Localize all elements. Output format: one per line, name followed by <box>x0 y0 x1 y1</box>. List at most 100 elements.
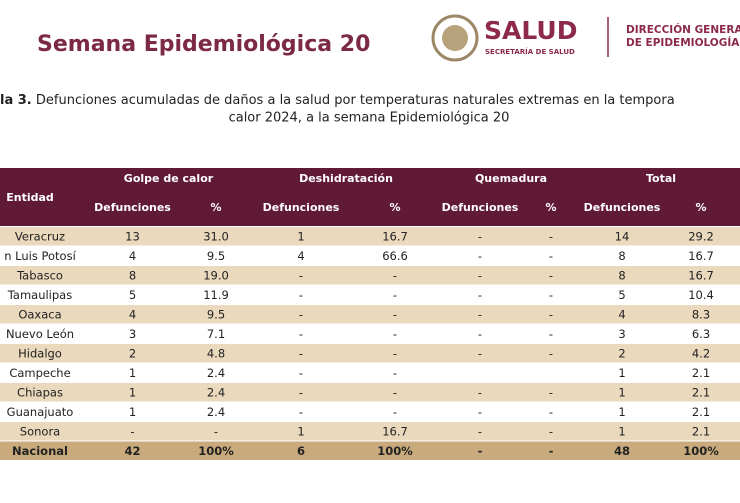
table-cell: 8.3 <box>692 307 710 321</box>
table-cell: - <box>549 346 553 360</box>
row-bg <box>0 402 740 421</box>
table-cell: 2.4 <box>207 405 225 419</box>
row-bg <box>0 363 740 382</box>
row-bg <box>0 344 740 363</box>
table-cell: 2.4 <box>207 366 225 380</box>
table-cell: 16.7 <box>382 424 408 438</box>
table-cell: 48 <box>614 444 630 458</box>
table-cell: 42 <box>124 444 140 458</box>
table-cell: 16.7 <box>688 249 714 263</box>
header-cell: Entidad <box>6 191 54 204</box>
table-cell: 7.1 <box>207 327 225 341</box>
table-cell: - <box>393 268 397 282</box>
row-bg <box>0 246 740 265</box>
table-cell: - <box>478 405 482 419</box>
table-cell: - <box>478 229 482 243</box>
table-cell: - <box>393 385 397 399</box>
table: Entidad Golpe de calor Deshidratación Quema… <box>0 168 740 460</box>
table-cell: 16.7 <box>688 268 714 282</box>
sub-header: % <box>389 201 400 214</box>
table-cell: 11.9 <box>203 288 229 302</box>
table-cell: 4.2 <box>692 346 710 360</box>
table-cell: 4 <box>297 249 304 263</box>
table-cell: - <box>549 229 553 243</box>
group-header: Total <box>646 172 676 185</box>
sub-header: Defunciones <box>584 201 661 214</box>
sub-header: % <box>695 201 706 214</box>
table-cell: - <box>478 307 482 321</box>
table-cell: 2.4 <box>207 385 225 399</box>
table-cell: - <box>299 327 303 341</box>
table-cell: Tamaulipas <box>7 288 72 302</box>
sub-header: % <box>210 201 221 214</box>
table-cell: 1 <box>297 424 304 438</box>
table-cell: Guanajuato <box>7 405 74 419</box>
table-cell: - <box>478 327 482 341</box>
table-cell: n Luis Potosí <box>4 249 76 263</box>
row-bg <box>0 266 740 285</box>
row-bg <box>0 383 740 402</box>
table-cell: - <box>549 249 553 263</box>
table-cell: - <box>478 444 483 458</box>
table-cell: Nacional <box>12 444 68 458</box>
table-cell: 29.2 <box>688 229 714 243</box>
table-cell: - <box>549 288 553 302</box>
table-cell: - <box>393 288 397 302</box>
sub-header: Defunciones <box>94 201 171 214</box>
department-line: DE EPIDEMIOLOGÍA <box>626 36 740 49</box>
table-cell: 1 <box>129 405 136 419</box>
table-cell: 5 <box>129 288 136 302</box>
caption-label: la 3. <box>0 93 32 108</box>
table-cell: 9.5 <box>207 307 225 321</box>
table-cell: 1 <box>618 385 625 399</box>
table-cell: Nuevo León <box>6 327 74 341</box>
table-cell: - <box>299 307 303 321</box>
caption-text: Defunciones acumuladas de daños a la sal… <box>36 93 675 108</box>
row-bg <box>0 324 740 343</box>
table-cell: - <box>393 307 397 321</box>
table-cell: Campeche <box>9 366 70 380</box>
caption-line: calor 2024, a la semana Epidemiológica 2… <box>229 111 510 126</box>
table-cell: - <box>549 444 554 458</box>
caption-line: la 3. Defunciones acumuladas de daños a … <box>0 93 675 108</box>
table-cell: 8 <box>618 268 625 282</box>
table-cell: 4 <box>618 307 625 321</box>
row-bg <box>0 227 740 246</box>
table-cell: - <box>478 385 482 399</box>
table-cell: 9.5 <box>207 249 225 263</box>
sub-header: Defunciones <box>442 201 519 214</box>
table-cell: - <box>299 405 303 419</box>
table-cell: 66.6 <box>382 249 408 263</box>
table-cell: Tabasco <box>16 268 63 282</box>
table-cell: 13 <box>125 229 140 243</box>
table-cell: - <box>549 405 553 419</box>
table-cell: - <box>299 385 303 399</box>
sub-header: % <box>545 201 556 214</box>
logo-subtitle: SECRETARÍA DE SALUD <box>485 47 575 56</box>
table-cell: 1 <box>129 366 136 380</box>
table-cell: - <box>478 249 482 263</box>
table-cell: Sonora <box>20 424 60 438</box>
table-cell: 4 <box>129 307 136 321</box>
table-cell: - <box>478 346 482 360</box>
table-cell: 2 <box>618 346 625 360</box>
table-cell: 100% <box>683 444 719 458</box>
group-header: Deshidratación <box>299 172 393 185</box>
table-cell: 1 <box>618 366 625 380</box>
row-bg <box>0 285 740 304</box>
table-cell: 2.1 <box>692 385 710 399</box>
page-title: Semana Epidemiológica 20 <box>37 32 370 57</box>
table-cell: - <box>299 268 303 282</box>
table-cell: - <box>393 405 397 419</box>
table-cell: 2.1 <box>692 424 710 438</box>
table-cell: 100% <box>377 444 413 458</box>
table-cell: 2 <box>129 346 136 360</box>
table-cell: 6 <box>297 444 305 458</box>
table-cell: 8 <box>129 268 136 282</box>
table-cell: 6.3 <box>692 327 710 341</box>
table-cell: - <box>299 366 303 380</box>
table-cell: 3 <box>618 327 625 341</box>
table-cell: Hidalgo <box>18 346 62 360</box>
table-cell: - <box>393 366 397 380</box>
